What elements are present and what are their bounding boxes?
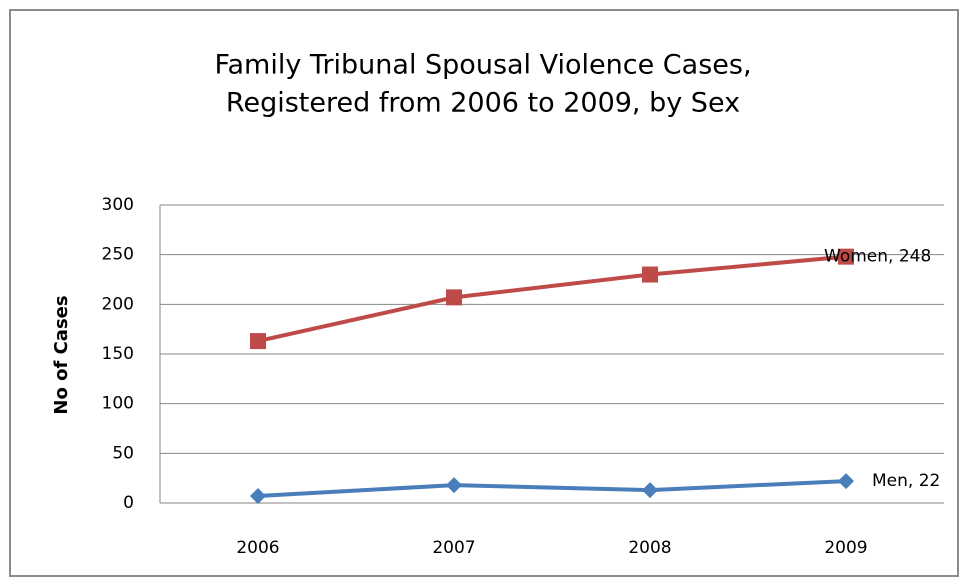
marker bbox=[838, 248, 854, 265]
x-tick-label: 2007 bbox=[432, 538, 475, 558]
marker bbox=[250, 488, 266, 505]
y-tick-label: 200 bbox=[102, 294, 134, 314]
y-tick-label: 100 bbox=[102, 394, 134, 414]
y-tick-label: 150 bbox=[102, 344, 134, 364]
chart-title: Registered from 2006 to 2009, by Sex bbox=[226, 88, 740, 119]
marker bbox=[446, 477, 462, 494]
chart-title: Family Tribunal Spousal Violence Cases, bbox=[214, 50, 751, 81]
y-tick-label: 250 bbox=[102, 245, 134, 265]
x-tick-label: 2009 bbox=[824, 538, 867, 558]
y-tick-label: 300 bbox=[102, 195, 134, 215]
x-tick-label: 2008 bbox=[628, 538, 671, 558]
marker bbox=[642, 266, 658, 283]
marker bbox=[446, 289, 462, 306]
y-tick-label: 50 bbox=[112, 443, 134, 463]
y-tick-label: 0 bbox=[123, 493, 134, 513]
marker bbox=[250, 333, 266, 350]
y-axis-label: No of Cases bbox=[51, 295, 72, 414]
data-label: Men, 22 bbox=[872, 471, 940, 491]
line bbox=[257, 254, 847, 344]
x-tick-label: 2006 bbox=[236, 538, 279, 558]
data-label: Women, 248 bbox=[824, 247, 931, 267]
line bbox=[257, 479, 847, 499]
marker bbox=[838, 473, 854, 490]
marker bbox=[642, 482, 658, 499]
